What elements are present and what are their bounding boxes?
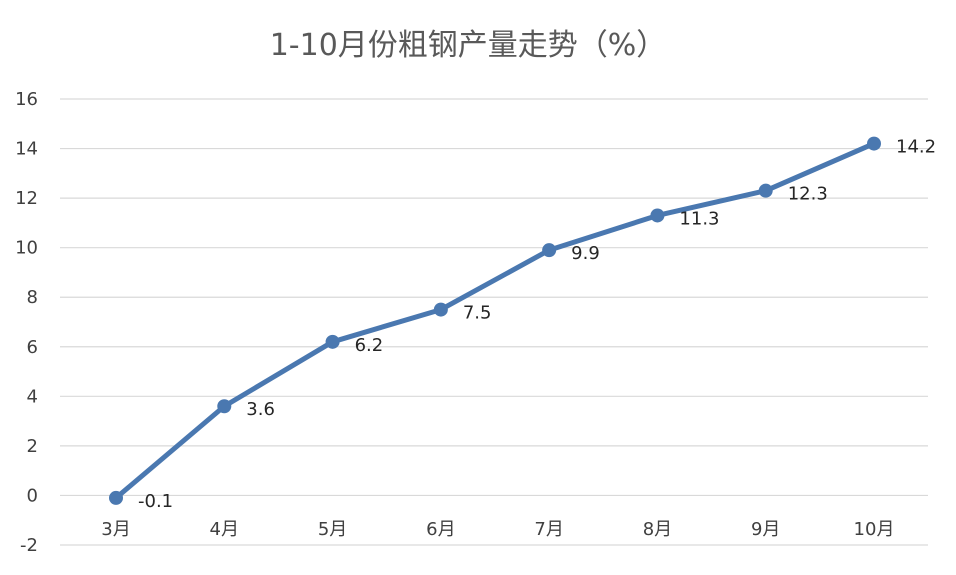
y-tick-label-4: 6 [27,337,38,358]
x-tick-label-6: 9月 [751,519,780,540]
y-tick-label-1: 0 [27,485,38,506]
data-label-5: 11.3 [679,208,719,229]
chart-title: 1-10月份粗钢产量走势（%） [270,28,667,63]
data-point-6 [758,183,773,198]
y-tick-label-0: -2 [20,535,38,556]
y-tick-label-2: 2 [27,436,38,457]
data-point-2 [325,334,340,349]
x-tick-label-7: 10月 [854,519,895,540]
y-tick-label-5: 8 [27,287,38,308]
grid-lines [60,98,928,546]
data-point-4 [542,243,557,258]
data-point-5 [650,208,665,223]
data-label-3: 7.5 [463,303,492,324]
y-tick-label-8: 14 [15,139,38,160]
x-tick-label-3: 6月 [426,519,455,540]
x-tick-label-5: 8月 [643,519,672,540]
y-tick-label-7: 12 [15,188,38,209]
data-label-7: 14.2 [896,137,936,158]
data-label-0: -0.1 [138,491,173,512]
x-tick-label-1: 4月 [210,519,239,540]
series-line [113,141,877,501]
y-tick-label-9: 16 [15,89,38,110]
data-point-3 [433,302,448,317]
data-point-1 [217,399,232,414]
data-label-6: 12.3 [788,184,828,205]
data-point-7 [867,136,881,151]
x-tick-label-4: 7月 [534,519,563,540]
data-labels: -0.1 3.6 6.2 7.5 9.9 11.3 12.3 14.2 [138,137,936,512]
y-tick-label-3: 4 [27,386,38,407]
series-line-group [113,141,877,501]
data-point-0 [109,490,123,505]
series-points [109,136,881,505]
data-label-1: 3.6 [246,399,275,420]
data-label-2: 6.2 [355,335,384,356]
x-axis-tick-labels: 3月 4月 5月 6月 7月 8月 9月 10月 [101,519,894,540]
x-tick-label-0: 3月 [101,519,130,540]
y-tick-label-6: 10 [15,238,38,259]
y-axis-tick-labels: -2 0 2 4 6 8 10 12 14 16 [15,89,38,556]
data-label-4: 9.9 [571,243,600,264]
x-tick-label-2: 5月 [318,519,347,540]
